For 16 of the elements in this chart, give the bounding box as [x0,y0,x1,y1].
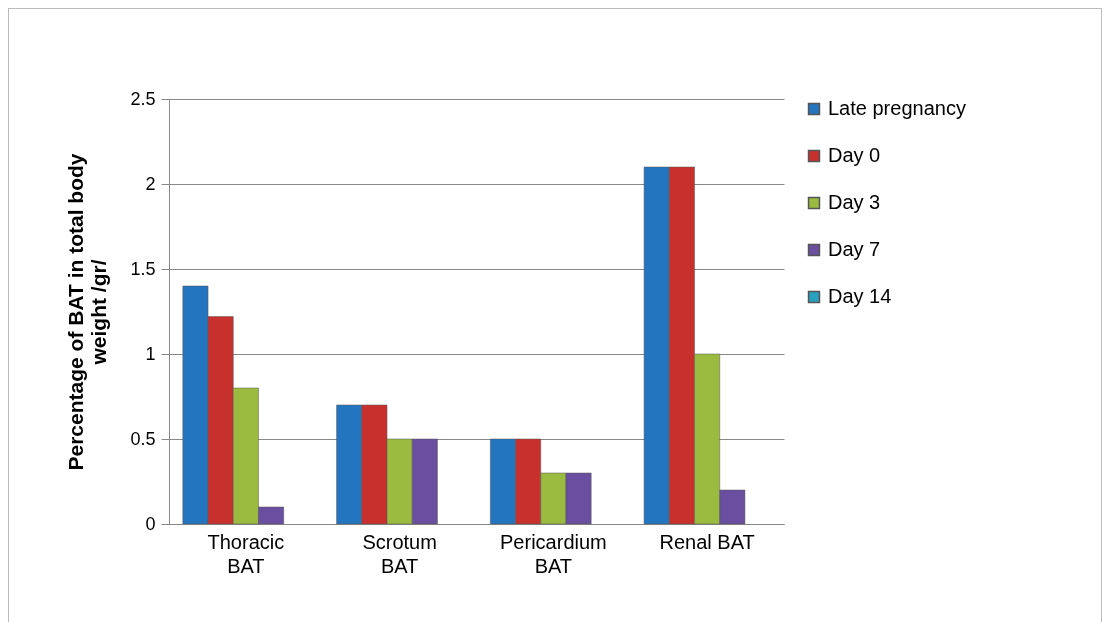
legend-label: Day 0 [828,144,881,166]
y-tick-label: 1 [145,343,156,364]
y-tick-label: 2 [145,173,156,194]
y-tick-label: 2.5 [130,88,156,109]
legend-label: Day 7 [828,238,881,260]
legend-label: Day 14 [828,285,892,307]
y-tick-label: 0 [145,513,156,534]
x-tick-label: Pericardium BAT [500,530,607,577]
y-axis-title: Percentage of BAT in total body weight /gr/ [64,153,111,471]
y-tick-label: 0.5 [130,428,156,449]
legend-label: Late pregnancy [828,97,966,119]
legend-label: Day 3 [828,191,881,213]
y-tick-label: 1.5 [130,258,156,279]
x-tick-label: Scrotum BAT [362,530,437,577]
x-tick-label: Renal BAT [659,530,755,553]
x-tick-label: Thoracic BAT [207,530,285,577]
